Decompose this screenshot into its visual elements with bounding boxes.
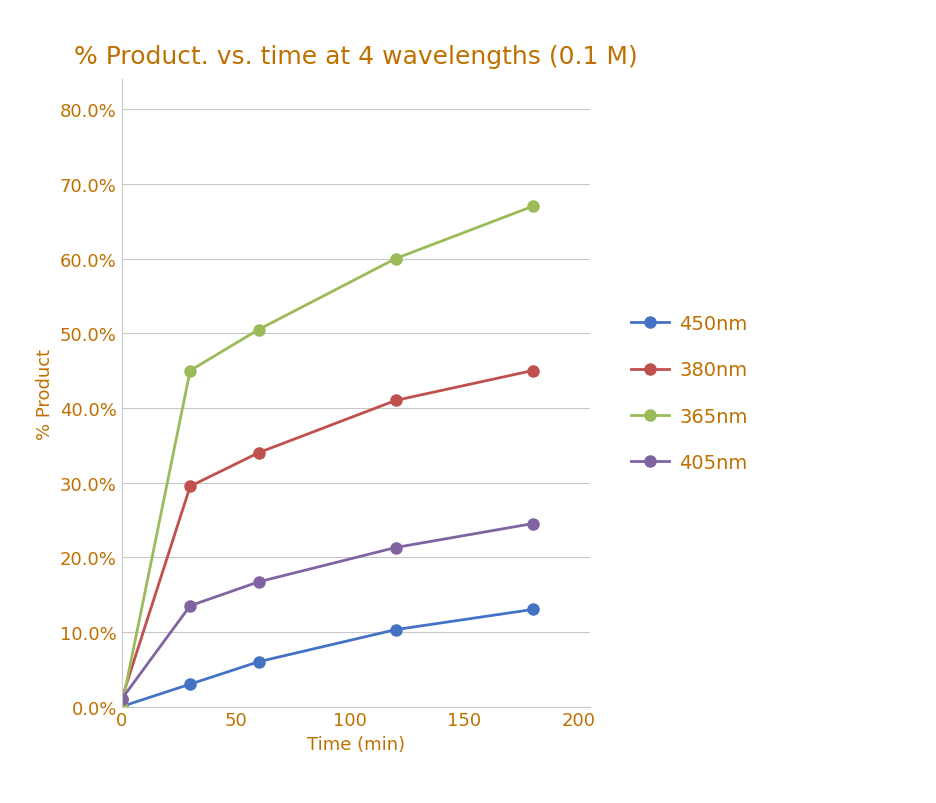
Legend: 450nm, 380nm, 365nm, 405nm: 450nm, 380nm, 365nm, 405nm — [622, 307, 755, 480]
450nm — [527, 605, 538, 614]
405nm — [116, 695, 127, 704]
450nm — [116, 702, 127, 711]
450nm — [184, 679, 196, 689]
Line: 405nm: 405nm — [116, 519, 538, 705]
380nm — [390, 396, 402, 406]
365nm — [184, 366, 196, 376]
Line: 450nm: 450nm — [116, 604, 538, 712]
405nm — [527, 519, 538, 528]
365nm — [390, 255, 402, 264]
380nm — [527, 366, 538, 376]
365nm — [116, 702, 127, 711]
Line: 365nm: 365nm — [116, 202, 538, 712]
Title: % Product. vs. time at 4 wavelengths (0.1 M): % Product. vs. time at 4 wavelengths (0.… — [74, 45, 637, 68]
450nm — [390, 625, 402, 634]
405nm — [253, 577, 264, 587]
380nm — [253, 448, 264, 458]
380nm — [116, 695, 127, 704]
Y-axis label: % Product: % Product — [37, 348, 54, 439]
X-axis label: Time (min): Time (min) — [307, 735, 404, 753]
365nm — [527, 202, 538, 212]
450nm — [253, 657, 264, 666]
405nm — [184, 601, 196, 611]
365nm — [253, 325, 264, 335]
Line: 380nm: 380nm — [116, 365, 538, 705]
380nm — [184, 482, 196, 491]
405nm — [390, 543, 402, 552]
